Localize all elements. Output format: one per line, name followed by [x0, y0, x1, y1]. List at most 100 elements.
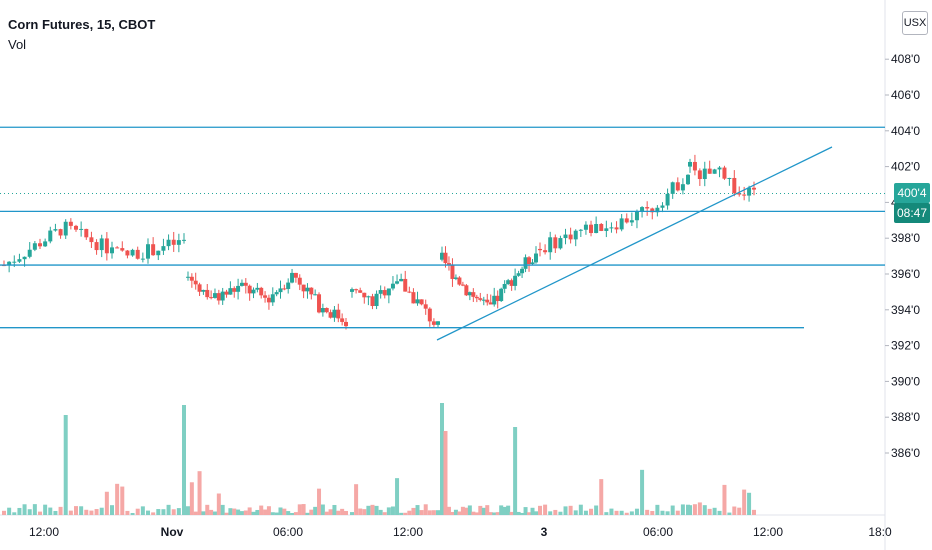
- volume-bar: [440, 403, 444, 515]
- volume-bar: [328, 509, 333, 515]
- volume-bar: [320, 504, 325, 515]
- volume-bar: [390, 506, 395, 515]
- candle-body: [513, 275, 518, 286]
- volume-bar: [125, 510, 130, 515]
- candle-body: [589, 224, 594, 234]
- volume-bar: [358, 508, 363, 515]
- volume-bar: [415, 505, 420, 515]
- volume-bar: [370, 504, 375, 515]
- volume-bar: [670, 505, 675, 515]
- volume-bar: [457, 511, 462, 515]
- volume-bar: [336, 510, 341, 515]
- volume-bar: [201, 511, 206, 515]
- candle-body: [350, 289, 354, 292]
- volume-bar: [453, 509, 458, 515]
- candle-body: [573, 230, 578, 240]
- candle-body: [543, 250, 548, 253]
- volume-bar: [43, 504, 48, 515]
- candle-body: [688, 161, 692, 167]
- candle-body: [120, 248, 125, 251]
- candle-body: [492, 295, 497, 305]
- volume-bar: [403, 512, 408, 515]
- candle-body: [645, 207, 650, 209]
- candle-body: [125, 250, 130, 256]
- candle-body: [594, 223, 599, 234]
- candle-body: [201, 289, 206, 292]
- candle-body: [171, 239, 176, 245]
- volume-bar: [530, 507, 535, 515]
- volume-bar: [340, 508, 345, 515]
- volume-bar: [151, 512, 156, 515]
- candle-body: [274, 292, 279, 295]
- volume-bar: [665, 511, 670, 515]
- volume-bar: [282, 508, 287, 515]
- volume-bar: [205, 504, 210, 515]
- time-tick-label: 3: [541, 525, 548, 539]
- volume-bar: [332, 504, 337, 515]
- candle-body: [104, 238, 109, 254]
- volume-bar: [399, 512, 404, 515]
- volume-bar: [232, 508, 237, 515]
- volume-bar: [443, 431, 448, 515]
- price-tick-label: 390'0: [891, 374, 920, 388]
- candle-body: [53, 229, 58, 231]
- price-tick-label: 386'0: [891, 446, 920, 460]
- volume-bar: [247, 507, 252, 515]
- candle-body: [224, 291, 229, 295]
- candle-body: [403, 278, 408, 292]
- volume-bar: [286, 511, 291, 515]
- volume-bar: [344, 510, 348, 515]
- candle-body: [460, 284, 465, 286]
- price-tick-label: 404'0: [891, 124, 920, 138]
- candle-body: [286, 282, 291, 289]
- candle-body: [686, 174, 690, 185]
- volume-bar: [89, 510, 94, 515]
- time-tick-label: 12:00: [753, 525, 783, 539]
- candle-body: [488, 302, 493, 305]
- volume-bar: [707, 508, 712, 515]
- candle-body: [640, 207, 645, 212]
- volume-bar: [2, 510, 6, 515]
- currency-badge[interactable]: USX: [902, 11, 928, 35]
- candle-body: [502, 283, 507, 289]
- candle-body: [340, 318, 345, 322]
- candle-body: [130, 249, 135, 256]
- candle-body: [362, 292, 367, 298]
- volume-bar: [527, 512, 532, 515]
- candle-body: [370, 296, 375, 307]
- candle-body: [599, 223, 604, 231]
- candle-body: [578, 229, 583, 231]
- candle-body: [278, 288, 283, 293]
- time-tick-label: 06:00: [273, 525, 303, 539]
- candle-body: [99, 238, 104, 251]
- volume-bar: [407, 510, 412, 515]
- candle-body: [390, 283, 395, 289]
- volume-bar: [313, 506, 318, 515]
- candle-body: [732, 177, 737, 194]
- volume-bar: [558, 511, 563, 515]
- volume-bar: [171, 509, 176, 515]
- price-tick-label: 406'0: [891, 88, 920, 102]
- time-tick-label: 12:00: [393, 525, 423, 539]
- volume-bar: [752, 509, 756, 515]
- candle-body: [84, 228, 89, 238]
- volume-bar: [68, 510, 73, 515]
- volume-bar: [224, 512, 229, 515]
- volume-bar: [675, 510, 680, 515]
- candle-body: [530, 262, 535, 265]
- candle-body: [374, 293, 379, 307]
- volume-bar: [12, 512, 17, 515]
- candle-body: [415, 299, 420, 304]
- last-price-tag: 400'4: [894, 183, 930, 204]
- volume-bar: [534, 511, 538, 515]
- volume-bar: [135, 508, 140, 515]
- candle-body: [146, 244, 150, 259]
- candle-body: [344, 321, 348, 327]
- volume-bar: [634, 508, 639, 515]
- candle-body: [702, 168, 707, 180]
- candle-body: [151, 244, 156, 256]
- candle-body: [624, 218, 629, 223]
- candle-body: [216, 293, 221, 301]
- volume-bar: [48, 507, 53, 515]
